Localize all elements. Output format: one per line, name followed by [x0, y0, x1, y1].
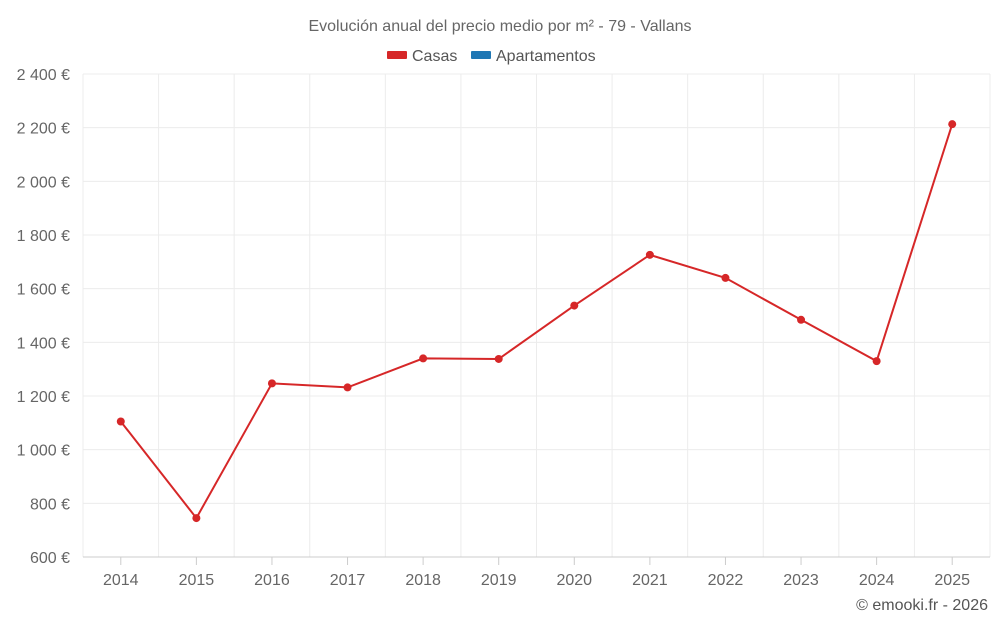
y-tick-label: 1 600 €	[17, 282, 70, 299]
series-line-casas	[120, 123, 954, 520]
x-tick-label: 2018	[405, 572, 441, 589]
x-tick-label: 2015	[179, 572, 215, 589]
legend-label-apartamentos: Apartamentos	[496, 48, 596, 65]
chart-title: Evolución anual del precio medio por m² …	[308, 18, 691, 35]
data-point[interactable]	[721, 273, 730, 282]
x-tick-label: 2020	[556, 572, 592, 589]
legend-swatch-casas	[387, 51, 407, 59]
series-casas	[116, 120, 957, 523]
credit-text: © emooki.fr - 2026	[856, 597, 988, 614]
x-tick-label: 2019	[481, 572, 517, 589]
legend-item-apartamentos[interactable]: Apartamentos	[471, 48, 596, 65]
y-tick-label: 1 200 €	[17, 389, 70, 406]
data-point[interactable]	[797, 315, 806, 324]
y-tick-label: 2 400 €	[17, 67, 70, 84]
data-point[interactable]	[116, 417, 125, 426]
data-point[interactable]	[948, 120, 957, 129]
y-tick-label: 1 800 €	[17, 228, 70, 245]
legend-label-casas: Casas	[412, 48, 457, 65]
y-tick-label: 600 €	[30, 550, 70, 567]
x-tick-label: 2017	[330, 572, 366, 589]
data-point[interactable]	[192, 514, 201, 523]
data-point[interactable]	[494, 354, 503, 363]
legend: Casas Apartamentos	[387, 48, 596, 65]
data-point[interactable]	[419, 354, 428, 363]
data-point[interactable]	[645, 250, 654, 259]
data-point[interactable]	[267, 379, 276, 388]
data-point[interactable]	[570, 301, 579, 310]
x-tick-label: 2025	[934, 572, 970, 589]
y-tick-label: 2 200 €	[17, 121, 70, 138]
x-tick-label: 2016	[254, 572, 290, 589]
y-tick-label: 1 400 €	[17, 335, 70, 352]
x-tick-label: 2023	[783, 572, 819, 589]
x-tick-label: 2022	[708, 572, 744, 589]
x-tick-label: 2024	[859, 572, 895, 589]
data-point[interactable]	[343, 383, 352, 392]
y-tick-label: 2 000 €	[17, 174, 70, 191]
y-tick-label: 800 €	[30, 496, 70, 513]
data-point[interactable]	[872, 357, 881, 366]
y-tick-label: 1 000 €	[17, 443, 70, 460]
legend-swatch-apartamentos	[471, 51, 491, 59]
x-tick-label: 2014	[103, 572, 139, 589]
legend-item-casas[interactable]: Casas	[387, 48, 457, 65]
x-tick-label: 2021	[632, 572, 668, 589]
axes: 600 € 800 € 1 000 € 1 200 € 1 400 € 1 600 € 1 …	[17, 67, 990, 589]
gridlines	[82, 73, 991, 557]
